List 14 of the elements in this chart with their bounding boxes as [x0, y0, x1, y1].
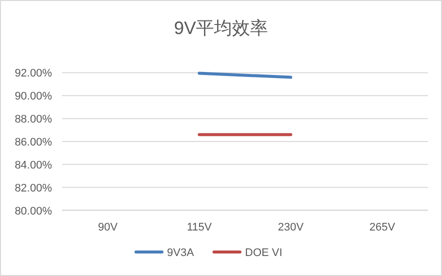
y-tick-label: 84.00% [14, 159, 52, 172]
y-tick-label: 80.00% [14, 205, 52, 218]
y-tick-label: 86.00% [14, 136, 52, 148]
legend-label: DOE VI [245, 247, 282, 259]
y-tick-label: 88.00% [14, 114, 52, 126]
y-tick-label: 90.00% [14, 90, 52, 103]
x-tick-label: 230V [278, 221, 304, 234]
legend-label: 9V3A [167, 247, 195, 259]
x-tick-label: 115V [186, 221, 212, 234]
x-tick-label: 90V [98, 221, 118, 234]
y-tick-label: 82.00% [14, 182, 52, 194]
x-tick-label: 265V [369, 221, 396, 234]
title: 9V平均效率 [174, 18, 268, 38]
y-tick-label: 92.00% [14, 68, 52, 80]
